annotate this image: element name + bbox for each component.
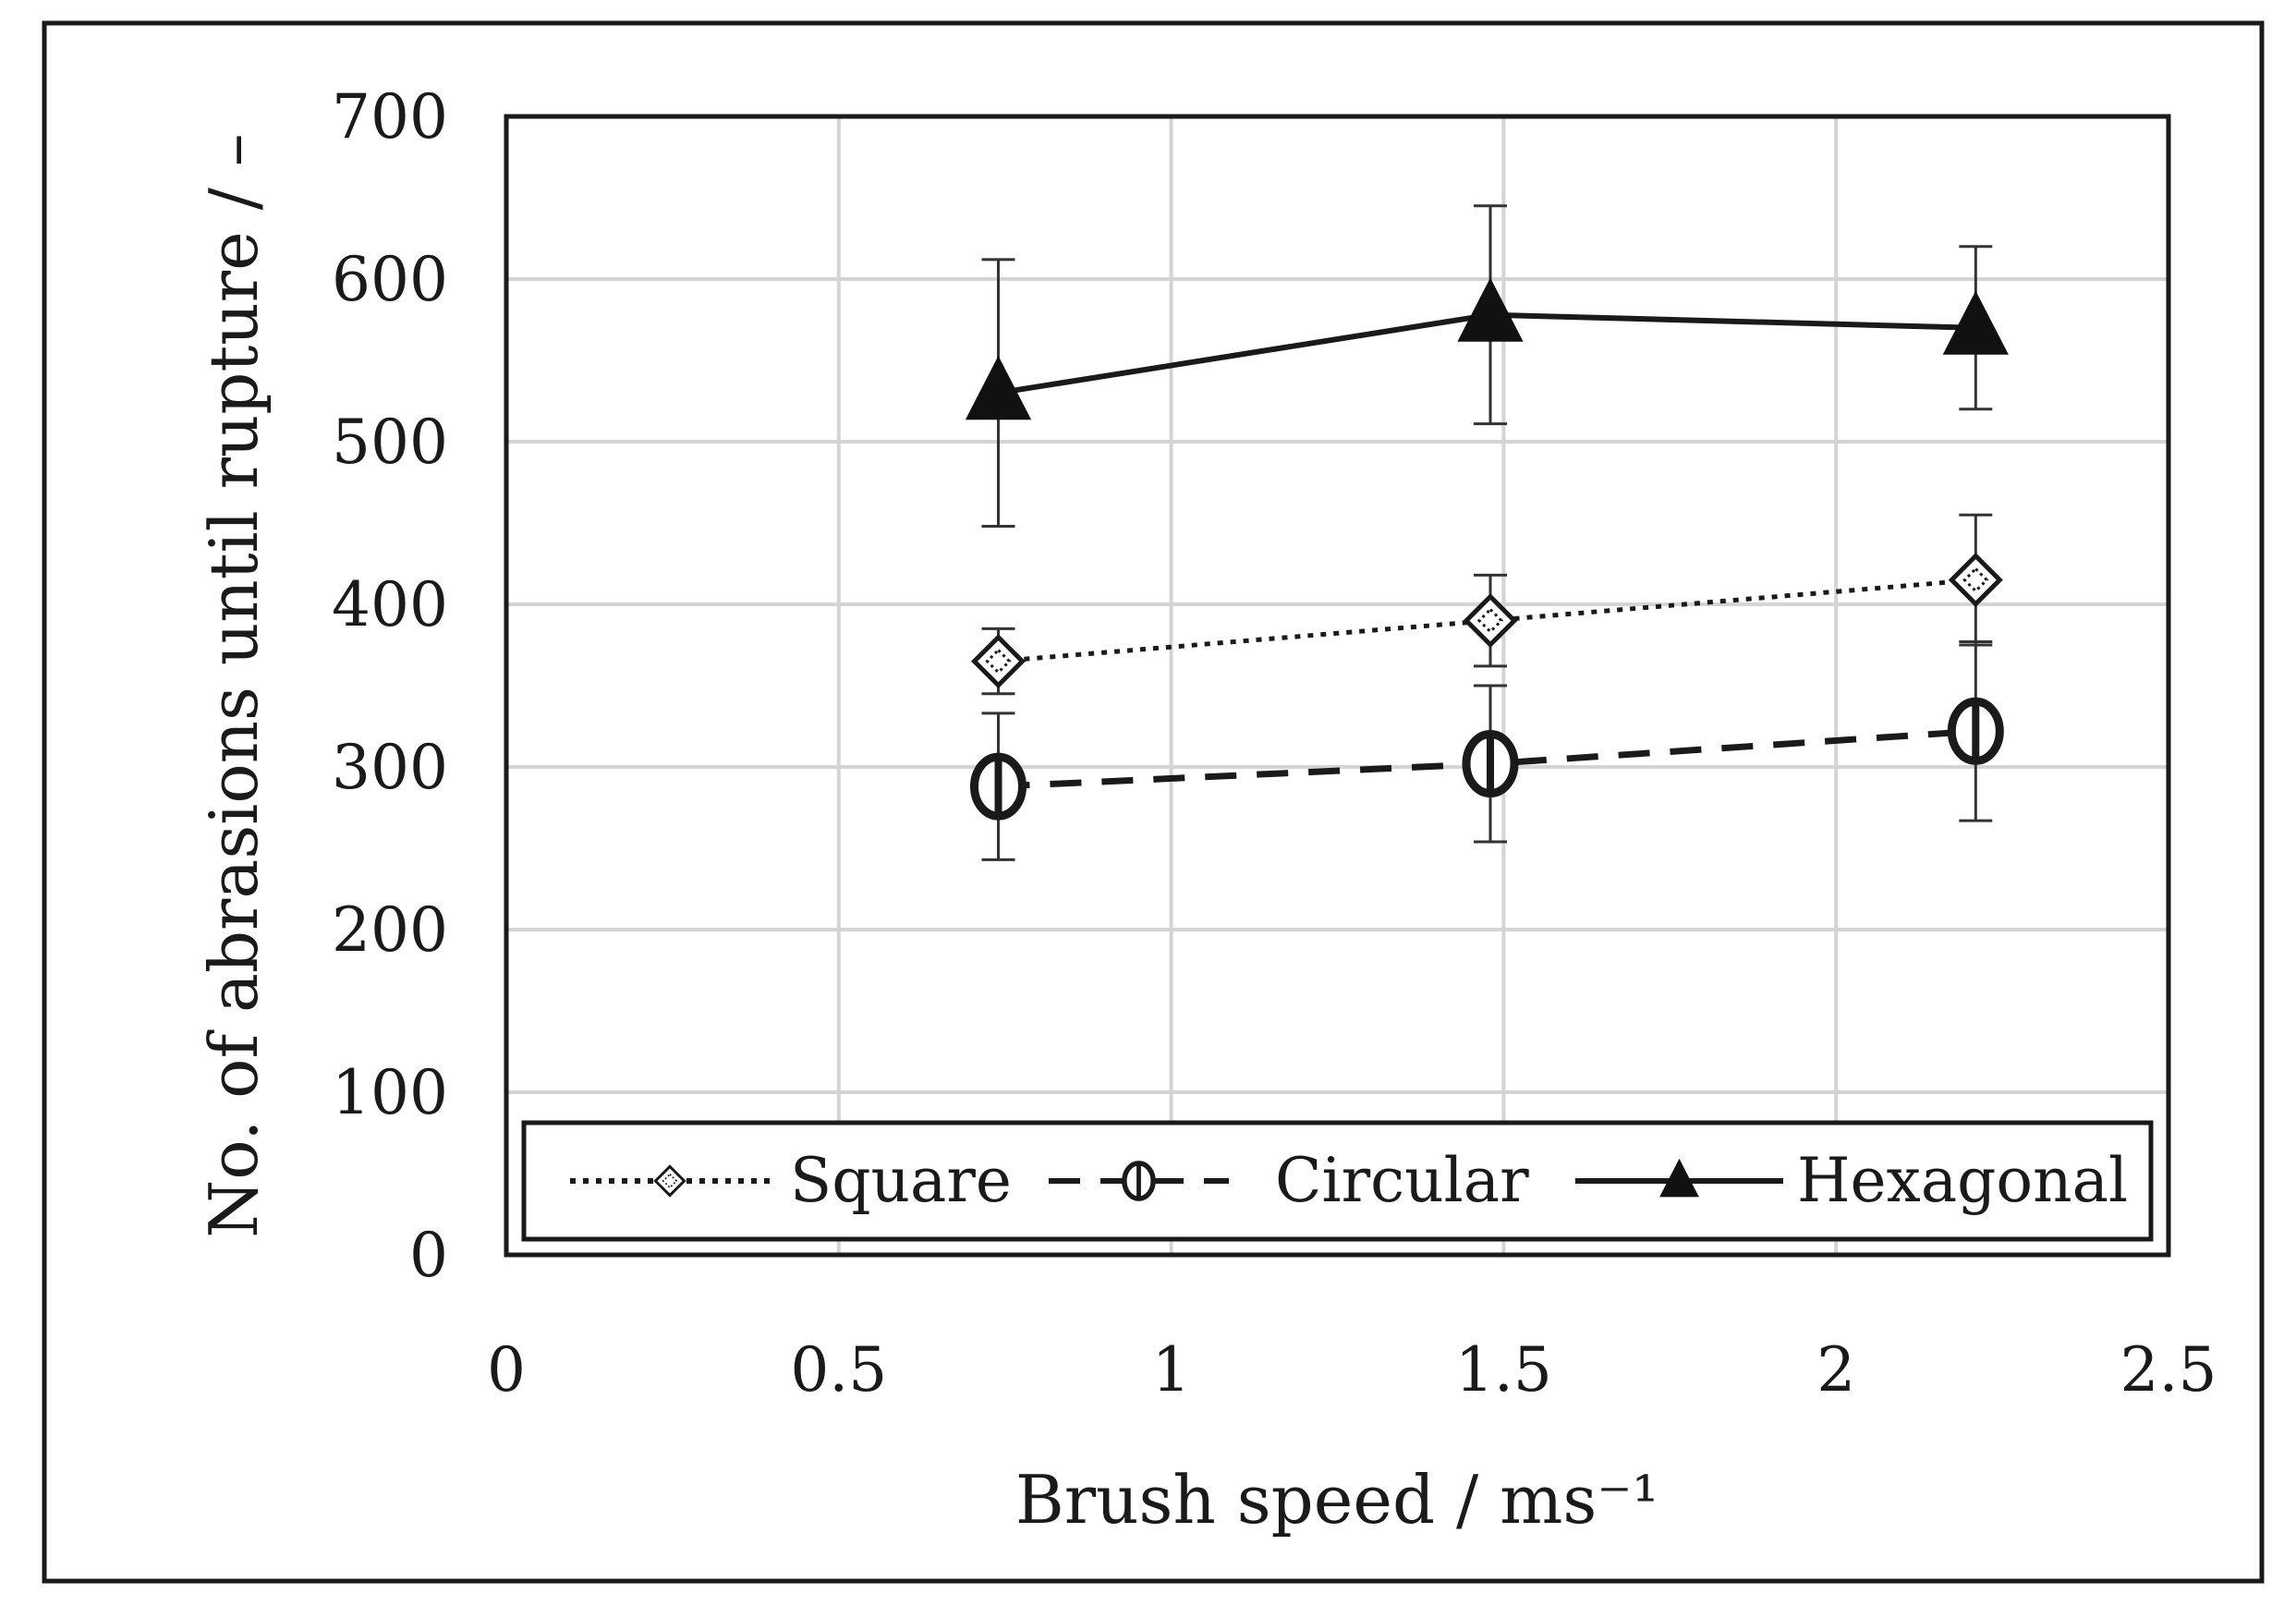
x-tick-label: 1: [1152, 1334, 1191, 1405]
y-tick-label: 700: [332, 81, 448, 152]
y-tick-label: 400: [332, 569, 448, 640]
y-tick-label: 300: [332, 732, 448, 803]
data-point: [970, 752, 1027, 821]
x-tick-label: 2: [1816, 1334, 1855, 1405]
series-hexagonal: [965, 204, 2009, 529]
triangle-marker-shape: [1457, 277, 1524, 342]
legend-item-square: Square: [570, 1145, 1012, 1216]
diamond-marker-shape: [1463, 593, 1518, 649]
triangle-marker-shape: [1942, 290, 2009, 355]
triangle-marker-shape: [1659, 1158, 1699, 1198]
y-tick-label: 500: [332, 407, 448, 478]
legend: Square Circular Hexagonal: [521, 1120, 2154, 1242]
triangle-marker-shape: [965, 356, 1032, 420]
y-axis-title: No. of abrasions until rupture / –: [195, 133, 273, 1238]
data-point: [1947, 697, 2004, 765]
y-tick-label: 600: [332, 244, 448, 315]
x-tick-label: 2.5: [2120, 1334, 2217, 1405]
diamond-marker-dots: [985, 648, 1012, 675]
x-axis-ticks: 0 0.5 1 1.5 2 2.5: [487, 1334, 2217, 1405]
diamond-marker-shape: [1948, 553, 2003, 608]
legend-marker: [653, 1164, 686, 1198]
y-tick-label: 100: [332, 1057, 448, 1128]
x-axis-title: Brush speed / ms⁻¹: [1015, 1461, 1658, 1539]
legend-item-circular: Circular: [1049, 1145, 1529, 1216]
series-circular: [970, 639, 2004, 861]
y-axis-ticks: 0 100 200 300 400 500 600 700: [332, 81, 448, 1291]
x-tick-label: 0: [487, 1334, 526, 1405]
legend-marker: [1122, 1161, 1156, 1201]
legend-item-hexagonal: Hexagonal: [1575, 1145, 2128, 1216]
diamond-marker-dots: [1962, 566, 1989, 593]
diamond-marker-dots: [1476, 607, 1504, 634]
legend-label: Hexagonal: [1797, 1145, 2128, 1216]
legend-label: Circular: [1275, 1145, 1529, 1216]
series-square: [970, 513, 2003, 696]
x-tick-label: 1.5: [1455, 1334, 1552, 1405]
data-point: [970, 634, 1027, 689]
data-point: [965, 356, 1032, 420]
y-tick-label: 0: [409, 1220, 448, 1291]
data-point: [1463, 593, 1518, 649]
chart-frame: [42, 20, 2265, 1584]
legend-label: Square: [790, 1145, 1012, 1216]
legend-box: [521, 1120, 2154, 1242]
data-point: [1457, 277, 1524, 342]
data-point: [1462, 729, 1519, 797]
x-tick-label: 0.5: [790, 1334, 887, 1405]
series-layer: [965, 204, 2009, 861]
plot-area: [504, 114, 2171, 1258]
legend-marker: [1659, 1158, 1699, 1198]
data-point: [1948, 553, 2003, 608]
diamond-marker-dots: [662, 1173, 678, 1189]
diamond-marker-shape: [970, 634, 1027, 689]
diamond-marker-shape: [653, 1164, 686, 1198]
data-point: [1942, 290, 2009, 355]
y-tick-label: 200: [332, 894, 448, 966]
